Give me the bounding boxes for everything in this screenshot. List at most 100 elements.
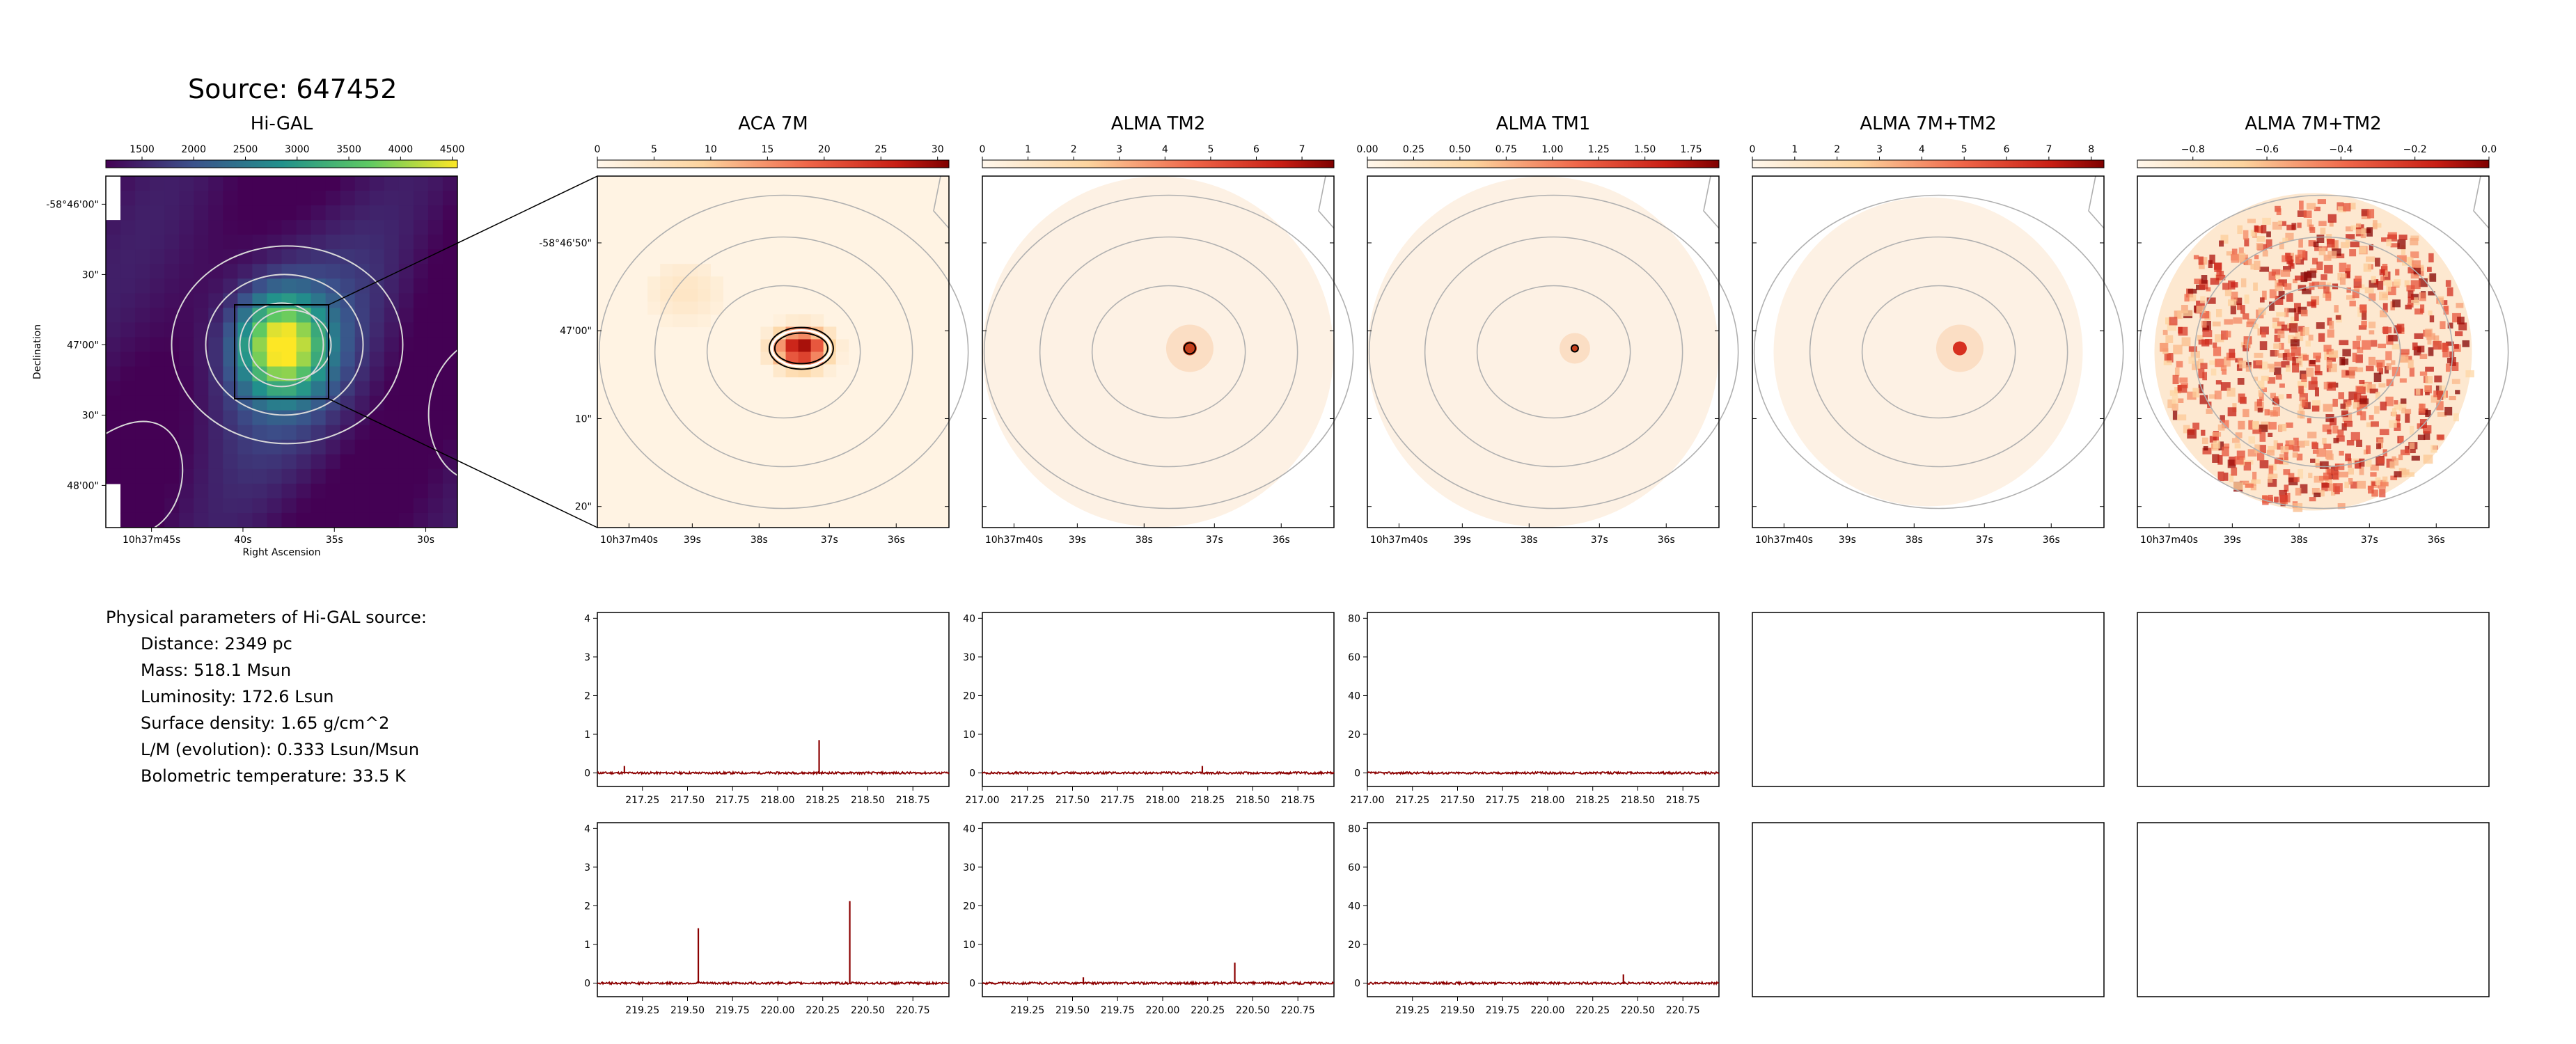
- residual-speckle: [2296, 358, 2303, 367]
- aca-pixel: [823, 364, 837, 378]
- colorbar-tick-label: 3: [1876, 144, 1883, 155]
- higal-pixel: [398, 308, 414, 324]
- map-contour: [1861, 285, 2016, 419]
- higal-pixel: [369, 337, 385, 353]
- residual-speckle: [2339, 262, 2347, 273]
- map-contour: [983, 194, 1354, 509]
- higal-pixel: [296, 191, 312, 206]
- residual-speckle: [2198, 384, 2204, 394]
- residual-speckle: [2206, 287, 2211, 292]
- residual-speckle: [2276, 283, 2282, 287]
- higal-pixel: [267, 512, 283, 528]
- higal-pixel: [120, 235, 136, 250]
- residual-speckle: [2451, 379, 2460, 384]
- higal-pixel: [223, 220, 238, 235]
- residual-speckle: [2167, 323, 2177, 331]
- residual-speckle: [2294, 313, 2299, 321]
- residual-speckle: [2319, 461, 2329, 469]
- residual-speckle: [2353, 286, 2360, 292]
- x-tick-label: 220.00: [1530, 1005, 1564, 1016]
- residual-speckle: [2346, 287, 2352, 293]
- higal-pixel: [427, 395, 443, 411]
- residual-speckle: [2268, 445, 2275, 453]
- higal-pixel: [194, 512, 209, 528]
- residual-speckle: [2244, 238, 2249, 247]
- residual-speckle: [2167, 399, 2176, 409]
- residual-speckle: [2259, 424, 2268, 432]
- x-tick-label: 10h37m40s: [985, 535, 1043, 546]
- higal-pixel: [442, 308, 457, 324]
- higal-pixel: [208, 235, 223, 250]
- residual-speckle: [2396, 255, 2407, 262]
- residual-speckle: [2286, 393, 2292, 399]
- x-tick-label: 219.25: [1010, 1005, 1044, 1016]
- residual-speckle: [2419, 419, 2427, 428]
- higal-pixel: [427, 176, 443, 191]
- residual-speckle: [2311, 299, 2317, 308]
- x-tick-label: 220.00: [1145, 1005, 1179, 1016]
- residual-speckle: [2203, 445, 2208, 451]
- map-contour: [1703, 175, 1720, 229]
- residual-speckle: [2286, 352, 2295, 361]
- map-contour: [1368, 194, 1739, 509]
- residual-speckle: [2259, 267, 2270, 272]
- residual-speckle: [2332, 425, 2339, 434]
- higal-pixel: [194, 264, 209, 279]
- residual-speckle: [2227, 459, 2236, 468]
- higal-pixel: [267, 395, 283, 411]
- higal-pixel: [164, 468, 180, 484]
- residual-speckle: [2442, 342, 2448, 352]
- x-tick-label: 35s: [326, 535, 343, 546]
- higal-pixel: [106, 308, 121, 324]
- residual-speckle: [2212, 342, 2217, 348]
- higal-pixel: [194, 308, 209, 324]
- x-tick-label: 36s: [888, 535, 905, 546]
- higal-pixel: [354, 454, 370, 470]
- higal-pixel: [135, 512, 150, 528]
- higal-pixel: [179, 351, 194, 367]
- higal-pixel: [237, 410, 253, 426]
- residual-speckle: [2386, 239, 2392, 246]
- y-tick-label: 40: [1348, 690, 1360, 702]
- parameter-luminosity: Luminosity: 172.6 Lsun: [141, 687, 334, 706]
- higal-pixel: [237, 264, 253, 279]
- aca-pixel: [685, 276, 698, 290]
- colorbar-tick-label: 1500: [129, 144, 155, 155]
- colorbar-tick-label: 30: [932, 144, 944, 155]
- residual-speckle: [2350, 242, 2359, 248]
- residual-speckle: [2278, 279, 2287, 287]
- higal-pixel: [325, 337, 341, 353]
- aca-pixel: [673, 276, 686, 290]
- residual-speckle: [2437, 296, 2444, 305]
- residual-speckle: [2336, 253, 2345, 259]
- higal-pixel: [340, 176, 356, 191]
- higal-pixel: [427, 483, 443, 499]
- higal-pixel: [252, 483, 268, 499]
- higal-pixel: [442, 351, 457, 367]
- colorbar-tick-label: 1.00: [1541, 144, 1563, 155]
- higal-pixel: [340, 410, 356, 426]
- residual-speckle: [2274, 496, 2279, 503]
- y-tick-label: 10: [963, 729, 975, 741]
- higal-pixel: [135, 191, 150, 206]
- residual-speckle: [2436, 434, 2444, 440]
- residual-speckle: [2394, 423, 2401, 431]
- higal-pixel: [384, 439, 400, 455]
- residual-speckle: [2458, 322, 2467, 331]
- higal-pixel: [311, 498, 327, 514]
- residual-speckle: [2281, 324, 2291, 331]
- higal-pixel: [281, 235, 297, 250]
- residual-speckle: [2350, 432, 2360, 441]
- residual-speckle: [2348, 468, 2354, 475]
- residual-speckle: [2456, 303, 2464, 308]
- residual-speckle: [2321, 482, 2330, 488]
- higal-pixel: [413, 351, 429, 367]
- residual-speckle: [2419, 403, 2426, 413]
- residual-speckle: [2202, 372, 2208, 381]
- residual-speckle: [2159, 342, 2169, 352]
- residual-speckle: [2345, 226, 2353, 232]
- aca-pixel: [660, 264, 673, 277]
- residual-speckle: [2348, 478, 2353, 485]
- higal-pixel: [427, 220, 443, 235]
